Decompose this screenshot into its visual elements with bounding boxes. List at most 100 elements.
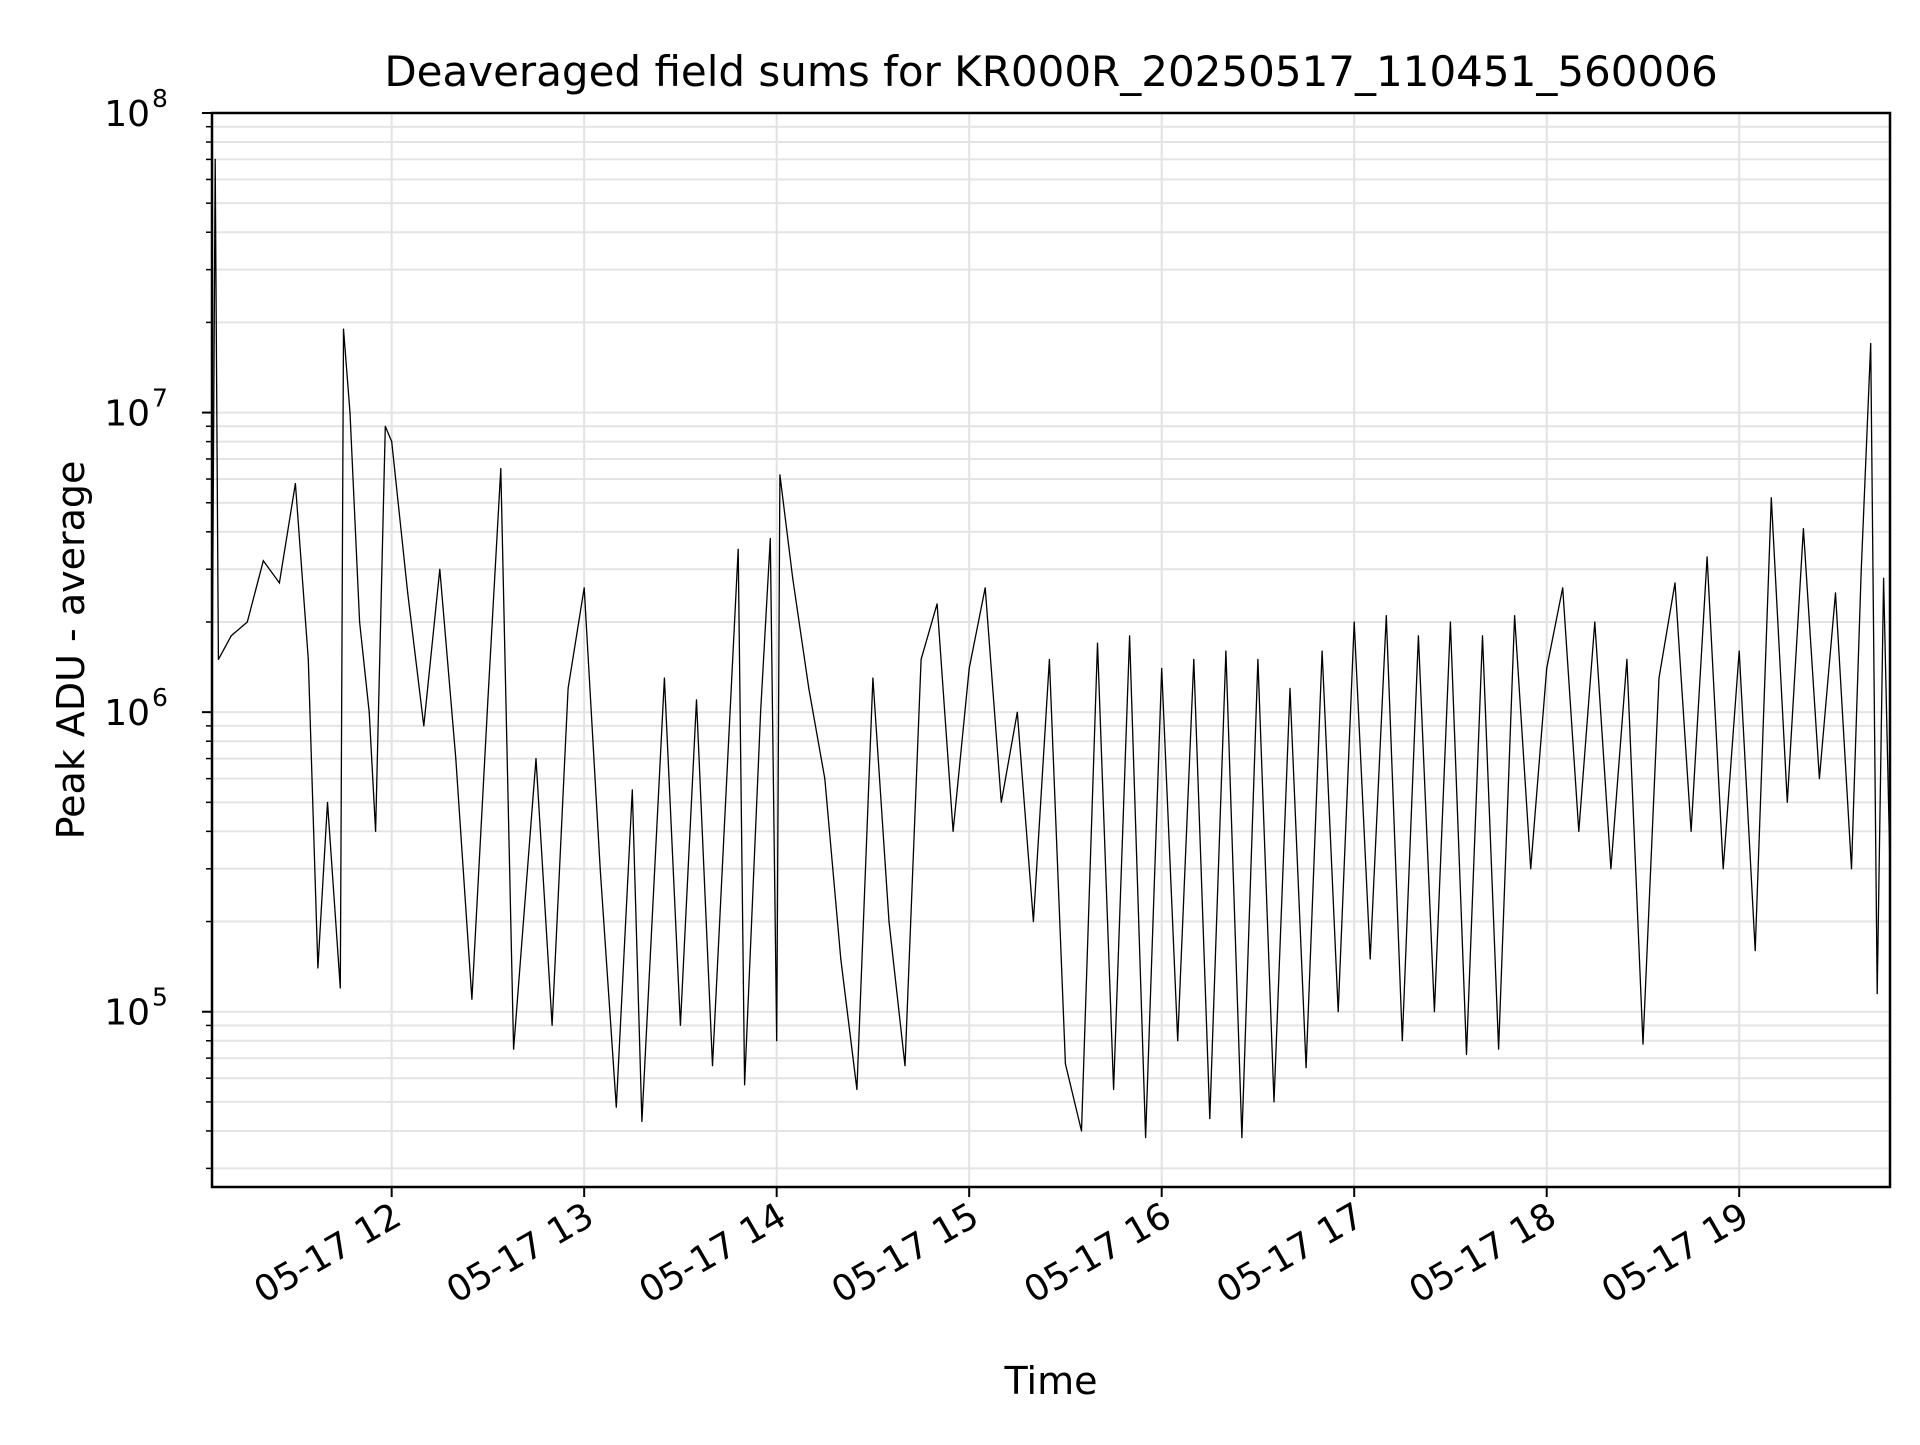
data-point: [872, 677, 874, 679]
data-point: [1578, 830, 1580, 833]
data-point: [1401, 1040, 1403, 1042]
data-point: [535, 758, 537, 760]
y-tick-label: 10 7: [104, 384, 168, 435]
data-point: [1481, 635, 1484, 637]
data-point: [1658, 677, 1660, 679]
data-point: [1241, 1137, 1243, 1139]
data-point: [1225, 650, 1227, 652]
data-point: [1594, 621, 1596, 623]
y-tick-label: 10 5: [104, 983, 168, 1034]
data-point: [500, 468, 502, 470]
data-point: [856, 1088, 858, 1091]
data-point: [615, 1106, 617, 1108]
data-point: [728, 740, 730, 742]
data-point: [599, 868, 601, 870]
data-point: [1337, 1011, 1339, 1013]
data-point: [487, 699, 489, 701]
y-tick-label-base: 10: [104, 993, 150, 1034]
data-point: [792, 577, 794, 579]
data-point: [1353, 621, 1355, 623]
data-point: [439, 568, 441, 570]
data-point: [349, 412, 351, 414]
data-point: [375, 830, 377, 833]
data-point: [551, 1024, 553, 1026]
data-point: [1546, 667, 1548, 670]
data-point: [307, 658, 309, 661]
series-line: [211, 159, 1891, 1138]
data-point: [631, 789, 633, 791]
data-point: [1369, 958, 1371, 960]
data-point: [1113, 1088, 1115, 1091]
data-point: [737, 548, 739, 550]
y-tick-label-base: 10: [104, 94, 150, 135]
y-tick-label-exponent: 7: [152, 384, 168, 413]
data-point: [904, 1065, 906, 1067]
data-point: [1754, 950, 1756, 952]
data-point: [1626, 658, 1628, 661]
plot-area: [211, 158, 1891, 1139]
data-point: [1876, 993, 1878, 995]
data-point: [1860, 573, 1862, 575]
data-point: [214, 158, 216, 160]
data-point: [342, 328, 345, 330]
data-point: [246, 621, 248, 623]
chart-title: Deaveraged field sums for KR000R_2025051…: [384, 47, 1717, 96]
data-point: [840, 958, 842, 960]
data-point: [663, 677, 666, 679]
y-tick-label-exponent: 5: [152, 983, 168, 1012]
data-point: [1562, 587, 1564, 589]
data-point: [1321, 650, 1323, 652]
data-point: [888, 921, 890, 923]
data-point: [1514, 615, 1516, 617]
data-point: [455, 758, 457, 760]
data-point: [808, 687, 810, 690]
data-point: [760, 711, 762, 713]
data-point: [423, 725, 425, 727]
data-point: [824, 778, 826, 780]
data-point: [1834, 592, 1837, 594]
data-point: [711, 1065, 714, 1067]
data-point: [641, 1120, 643, 1123]
data-point: [317, 967, 319, 969]
data-point: [1145, 1137, 1147, 1139]
data-point: [1209, 1118, 1211, 1120]
data-point: [513, 1048, 515, 1050]
data-point: [1706, 556, 1708, 558]
data-point: [583, 587, 585, 589]
data-point: [968, 667, 970, 670]
data-point: [407, 592, 409, 594]
y-axis-label: Peak ADU - average: [49, 461, 93, 840]
data-point: [1870, 342, 1872, 345]
data-point: [1289, 687, 1291, 690]
y-tick-label: 10 8: [104, 84, 168, 135]
data-point: [1048, 658, 1050, 661]
axes-frame: [210, 111, 1892, 1189]
data-point: [1674, 582, 1676, 584]
data-point: [984, 587, 986, 589]
data-point: [779, 474, 781, 476]
data-point: [1722, 868, 1724, 870]
data-point: [1032, 921, 1034, 923]
data-point: [1449, 621, 1451, 623]
y-tick-label: 10 6: [104, 683, 168, 734]
data-point: [1417, 635, 1419, 637]
data-point: [217, 658, 219, 661]
data-point: [1080, 1130, 1083, 1132]
y-tick-label-exponent: 8: [152, 84, 168, 113]
data-point: [339, 987, 341, 989]
data-point: [1129, 635, 1131, 637]
data-point: [769, 537, 771, 540]
x-axis-label: Time: [1004, 1359, 1098, 1403]
data-point: [384, 425, 386, 427]
data-point: [1064, 1063, 1066, 1065]
data-point: [230, 635, 232, 637]
data-point: [1385, 615, 1387, 617]
data-point: [1000, 801, 1002, 803]
data-point: [695, 699, 698, 701]
data-point: [278, 582, 280, 584]
data-point: [471, 998, 473, 1000]
data-point: [294, 482, 296, 485]
